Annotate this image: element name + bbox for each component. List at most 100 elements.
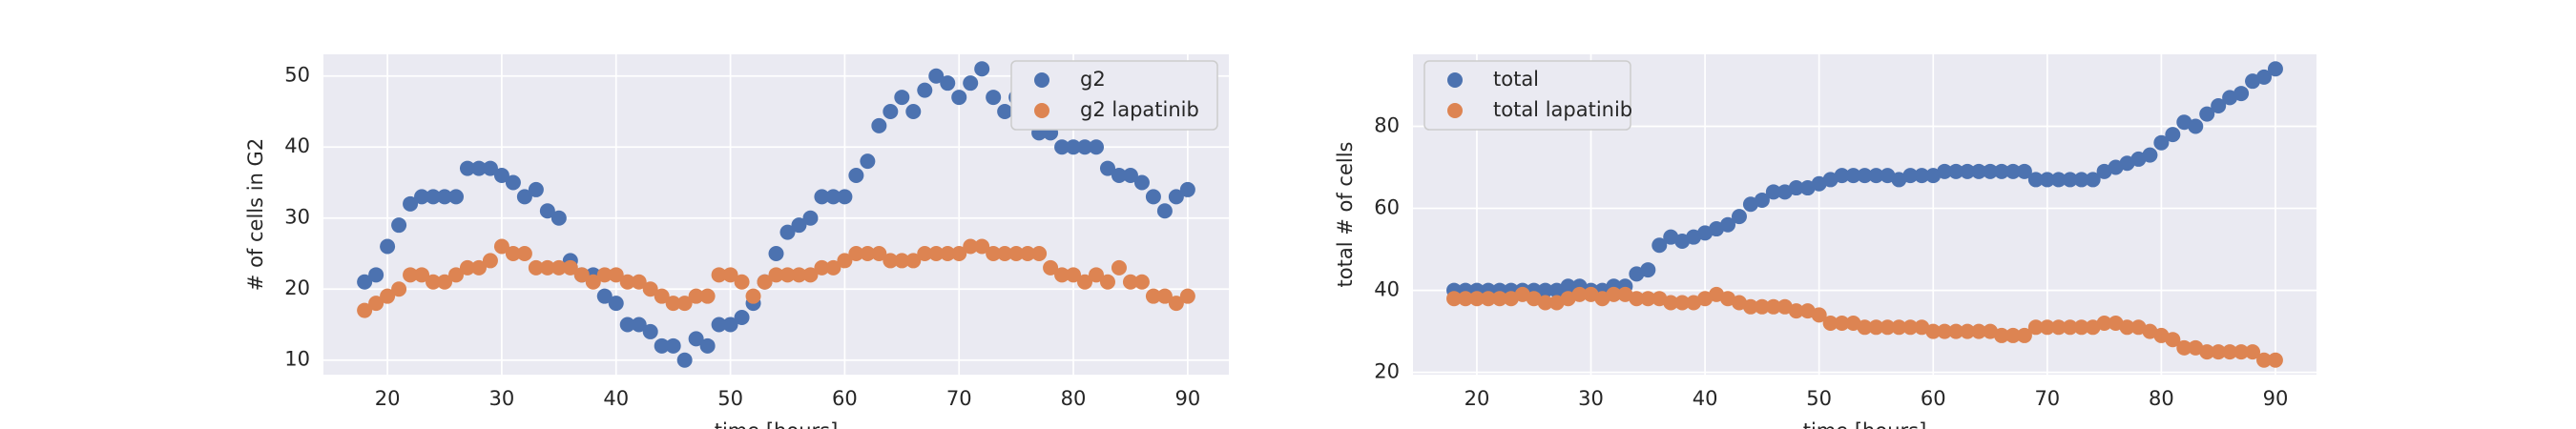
point [1122, 274, 1138, 290]
legend-marker [1447, 103, 1463, 118]
point [426, 274, 442, 290]
x-tick-label: 30 [1578, 387, 1604, 410]
point [1960, 323, 1976, 339]
point [551, 259, 567, 276]
point [848, 245, 864, 261]
point [963, 238, 979, 255]
point [357, 302, 373, 318]
point [631, 317, 647, 333]
point [1606, 286, 1622, 302]
x-tick-label: 60 [832, 387, 858, 410]
point [665, 296, 681, 312]
point [2165, 332, 2181, 348]
x-tick-label: 40 [603, 387, 629, 410]
point [596, 267, 613, 283]
x-tick-label: 70 [2034, 387, 2060, 410]
x-tick-label: 40 [1693, 387, 1718, 410]
point [1754, 298, 1770, 315]
point [619, 274, 635, 290]
point [734, 310, 750, 326]
point [551, 210, 567, 226]
point [631, 274, 647, 290]
point [676, 352, 693, 368]
point [1663, 295, 1679, 311]
legend-label: total lapatinib [1493, 98, 1632, 121]
point [883, 103, 899, 119]
point [654, 337, 670, 354]
point [1043, 259, 1059, 276]
point [1971, 323, 1987, 339]
point [459, 259, 475, 276]
point [1020, 245, 1036, 261]
point [1937, 323, 1953, 339]
point [894, 90, 910, 106]
point [608, 296, 624, 312]
point [1145, 189, 1161, 205]
point [1133, 174, 1150, 191]
point [1099, 274, 1115, 290]
point [380, 238, 396, 255]
legend-box [1423, 60, 1631, 131]
point [802, 267, 819, 283]
point [447, 267, 464, 283]
point [963, 75, 979, 92]
point [734, 274, 750, 290]
point [2176, 339, 2192, 356]
point [2142, 147, 2158, 163]
point [768, 267, 784, 283]
point [391, 281, 407, 297]
point [516, 189, 532, 205]
point [1902, 168, 1919, 184]
point [1868, 319, 1884, 336]
point [940, 245, 956, 261]
point [505, 245, 521, 261]
x-tick-label: 80 [1061, 387, 1087, 410]
point [1868, 168, 1884, 184]
y-tick-label: 80 [1374, 114, 1400, 137]
point [1880, 319, 1896, 336]
point [2039, 319, 2055, 336]
legend: total total lapatinib [1423, 60, 1632, 131]
y-tick-label: 40 [284, 134, 310, 157]
point [1054, 267, 1070, 283]
point [814, 259, 830, 276]
point [2255, 352, 2272, 368]
point [2073, 172, 2089, 188]
point [642, 281, 658, 297]
point [837, 189, 853, 205]
point [848, 168, 864, 184]
point [1914, 168, 1930, 184]
x-tick-label: 90 [1174, 387, 1200, 410]
point [1960, 163, 1976, 179]
point [505, 174, 521, 191]
point [791, 267, 807, 283]
point [1983, 163, 1999, 179]
x-tick-label: 50 [1806, 387, 1832, 410]
point [528, 259, 544, 276]
point [1491, 291, 1507, 307]
point [2211, 97, 2227, 113]
y-axis-label: total # of cells [1334, 142, 1357, 288]
point [711, 267, 727, 283]
point [1948, 323, 1964, 339]
point [437, 274, 453, 290]
point [403, 195, 419, 212]
point [1742, 298, 1758, 315]
point [368, 296, 384, 312]
point [860, 153, 876, 170]
point [974, 238, 990, 255]
point [1446, 291, 1463, 307]
point [1571, 286, 1588, 302]
point [676, 296, 693, 312]
point [414, 267, 430, 283]
point [871, 117, 887, 133]
point [1788, 180, 1804, 196]
point [779, 267, 796, 283]
x-tick-label: 90 [2263, 387, 2289, 410]
point [1077, 139, 1093, 155]
point [997, 245, 1013, 261]
point [2199, 106, 2215, 122]
legend-marker [1034, 72, 1049, 88]
point [1031, 245, 1048, 261]
